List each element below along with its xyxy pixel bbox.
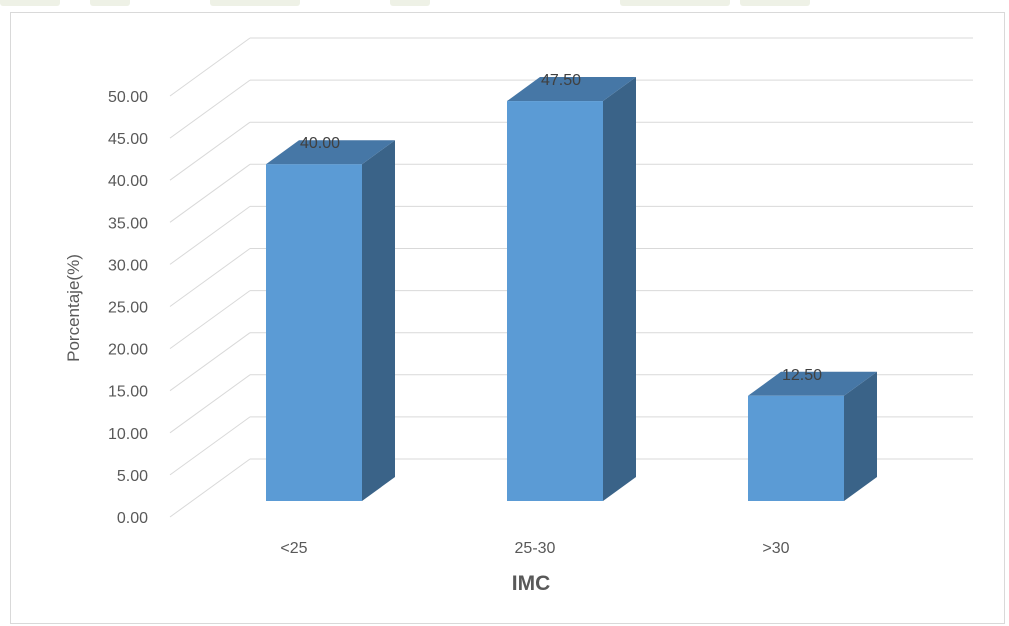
x-category-label: 25-30 — [515, 540, 556, 557]
gridline-diagonal — [169, 416, 251, 476]
bar-top — [507, 77, 636, 102]
y-tick-label: 25.00 — [108, 300, 148, 317]
gridline-diagonal — [169, 37, 251, 97]
top-decoration — [0, 0, 1009, 6]
y-tick-label: 5.00 — [117, 468, 148, 485]
gridline-diagonal — [169, 163, 251, 223]
bar-top — [748, 371, 877, 396]
y-tick-label: 30.00 — [108, 257, 148, 274]
y-tick-label: 50.00 — [108, 89, 148, 106]
y-axis-ticks: 0.00 5.00 10.00 15.00 20.00 25.00 30.00 35.00 40… — [108, 89, 148, 527]
bar-side — [603, 77, 636, 502]
y-axis-label: Porcentaje(%) — [64, 254, 83, 362]
bar-side — [844, 371, 877, 501]
y-tick-label: 10.00 — [108, 426, 148, 443]
gridline-diagonal — [169, 205, 251, 265]
y-tick-label: 40.00 — [108, 173, 148, 190]
bar — [507, 101, 603, 502]
x-category-label: <25 — [280, 540, 307, 557]
y-tick-label: 0.00 — [117, 510, 148, 527]
data-label: 40.00 — [300, 135, 340, 152]
bar — [748, 395, 844, 501]
data-labels: 40.00 47.50 12.50 — [300, 72, 822, 384]
gridline-diagonal — [169, 79, 251, 139]
x-axis-label: IMC — [512, 572, 551, 595]
x-category-label: >30 — [762, 540, 789, 557]
gridline-diagonal — [169, 290, 251, 350]
gridline-diagonal — [169, 248, 251, 307]
x-axis-categories: <25 25-30 >30 — [280, 540, 789, 557]
bar-side — [362, 140, 395, 501]
bars — [266, 77, 877, 502]
data-label: 47.50 — [541, 72, 581, 89]
y-tick-label: 35.00 — [108, 215, 148, 232]
gridline-diagonal — [169, 374, 251, 434]
data-label: 12.50 — [782, 367, 822, 384]
gridline-diagonal — [169, 332, 251, 392]
gridline-diagonal — [169, 458, 251, 518]
gridline-diagonal — [169, 121, 251, 181]
y-tick-label: 20.00 — [108, 342, 148, 359]
bar — [266, 164, 362, 501]
bar-top — [266, 140, 395, 165]
y-tick-label: 45.00 — [108, 131, 148, 148]
y-tick-label: 15.00 — [108, 384, 148, 401]
